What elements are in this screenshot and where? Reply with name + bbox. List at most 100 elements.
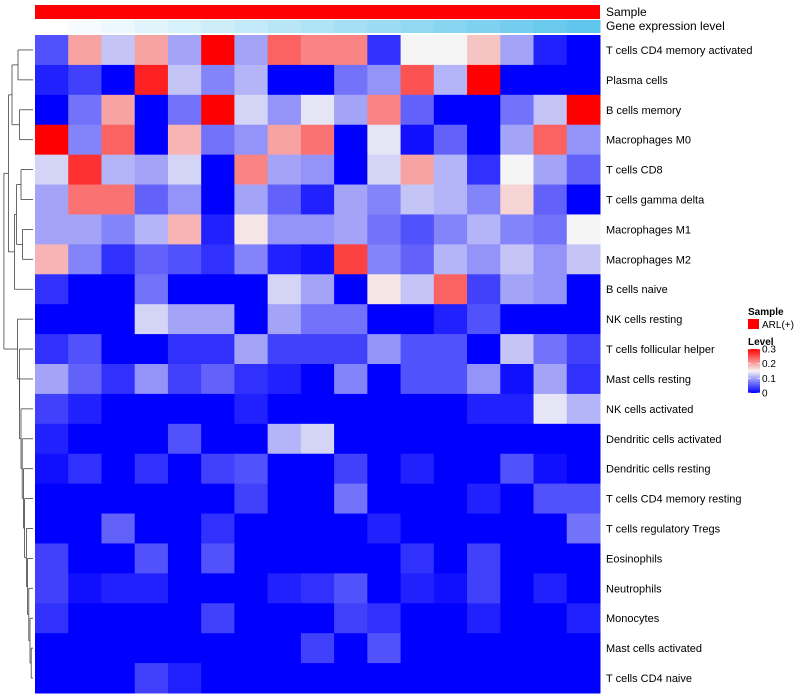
heatmap-cell xyxy=(267,573,302,604)
row-label: Macrophages M1 xyxy=(606,224,691,236)
heatmap-cell xyxy=(267,214,302,245)
heatmap-cell xyxy=(533,453,568,485)
expression-annotation-cell xyxy=(367,20,402,33)
heatmap-cell xyxy=(134,334,169,365)
heatmap-cell xyxy=(533,274,568,305)
heatmap-cell xyxy=(167,483,202,515)
heatmap-cell xyxy=(533,543,568,574)
heatmap-cell xyxy=(334,94,368,126)
heatmap-cell xyxy=(167,453,202,485)
heatmap-cell xyxy=(234,393,269,425)
expression-annotation-cell xyxy=(566,20,601,33)
row-label: Monocytes xyxy=(606,613,660,625)
heatmap-cell xyxy=(201,364,235,395)
heatmap-cell xyxy=(367,513,402,544)
level-legend: Level 0.3 0.2 0.1 0 xyxy=(748,337,776,400)
heatmap-cell xyxy=(433,274,468,305)
heatmap-cell xyxy=(101,35,136,66)
expression-annotation-cell xyxy=(533,20,568,33)
heatmap-cell xyxy=(267,393,302,425)
heatmap-cell xyxy=(300,543,335,574)
heatmap-cell xyxy=(300,603,335,634)
heatmap-cell xyxy=(566,483,601,515)
heatmap-cell xyxy=(500,573,535,604)
heatmap-cell xyxy=(167,603,202,634)
expression-annotation-cell xyxy=(234,20,269,33)
heatmap-cell xyxy=(167,543,202,574)
heatmap-cell xyxy=(68,244,102,275)
heatmap-cell xyxy=(101,483,136,515)
row-label: Dendritic cells resting xyxy=(606,464,711,476)
heatmap-cell xyxy=(300,94,335,126)
heatmap-cell xyxy=(367,154,402,186)
heatmap-cell xyxy=(68,184,102,215)
heatmap-cell xyxy=(267,304,302,335)
heatmap-cell xyxy=(68,603,102,634)
heatmap-cell xyxy=(533,94,568,126)
heatmap-cell xyxy=(201,453,235,485)
heatmap-cell xyxy=(35,304,69,335)
heatmap-cell xyxy=(300,35,335,66)
heatmap-cell xyxy=(400,274,435,305)
heatmap-cell xyxy=(367,633,402,664)
heatmap-cell xyxy=(201,334,235,365)
heatmap-cell xyxy=(334,244,368,275)
heatmap-cell xyxy=(467,94,501,126)
heatmap-cell xyxy=(134,543,169,574)
heatmap-cell xyxy=(201,184,235,215)
heatmap-cell xyxy=(500,214,535,245)
heatmap-cell xyxy=(467,633,501,664)
heatmap-cell xyxy=(433,364,468,395)
heatmap-cell xyxy=(267,154,302,186)
heatmap-cell xyxy=(134,154,169,186)
heatmap-cell xyxy=(267,423,302,455)
row-label: Mast cells activated xyxy=(606,643,702,655)
heatmap-cell xyxy=(101,334,136,365)
heatmap-cell xyxy=(566,364,601,395)
row-label: T cells CD4 memory activated xyxy=(606,45,753,57)
heatmap-cell xyxy=(201,244,235,275)
heatmap-cell xyxy=(367,393,402,425)
heatmap-cell xyxy=(566,124,601,156)
expression-annotation-cell xyxy=(167,20,202,33)
heatmap-cell xyxy=(300,663,335,694)
heatmap-cell xyxy=(467,663,501,694)
heatmap-cell xyxy=(234,94,269,126)
heatmap-cell xyxy=(134,94,169,126)
heatmap-cell xyxy=(533,633,568,664)
heatmap-cell xyxy=(467,214,501,245)
row-label: Macrophages M2 xyxy=(606,254,691,266)
heatmap-cell xyxy=(167,423,202,455)
heatmap-cell xyxy=(300,633,335,664)
heatmap-cell xyxy=(500,663,535,694)
heatmap-cell xyxy=(467,603,501,634)
heatmap-cell xyxy=(134,513,169,544)
row-label: T cells CD8 xyxy=(606,165,663,177)
heatmap-cell xyxy=(467,124,501,156)
heatmap-cell xyxy=(300,274,335,305)
heatmap-cell xyxy=(68,543,102,574)
heatmap-cell xyxy=(566,573,601,604)
heatmap-cell xyxy=(566,603,601,634)
heatmap-cell xyxy=(201,393,235,425)
heatmap-cell xyxy=(234,244,269,275)
heatmap-cell xyxy=(101,423,136,455)
heatmap-cell xyxy=(500,154,535,186)
heatmap-cell xyxy=(201,663,235,694)
heatmap-cell xyxy=(500,633,535,664)
row-label: T cells CD4 memory resting xyxy=(606,494,742,506)
heatmap-cell xyxy=(35,35,69,66)
heatmap-cell xyxy=(234,453,269,485)
heatmap-cell xyxy=(234,423,269,455)
heatmap-cell xyxy=(300,304,335,335)
heatmap-cell xyxy=(201,64,235,96)
heatmap-cell xyxy=(334,334,368,365)
heatmap-cell xyxy=(134,423,169,455)
heatmap-cell xyxy=(433,94,468,126)
heatmap-cell xyxy=(234,663,269,694)
heatmap-cell xyxy=(201,483,235,515)
heatmap-cell xyxy=(35,543,69,574)
heatmap-cell xyxy=(35,483,69,515)
row-label: NK cells resting xyxy=(606,314,682,326)
heatmap-cell xyxy=(533,124,568,156)
